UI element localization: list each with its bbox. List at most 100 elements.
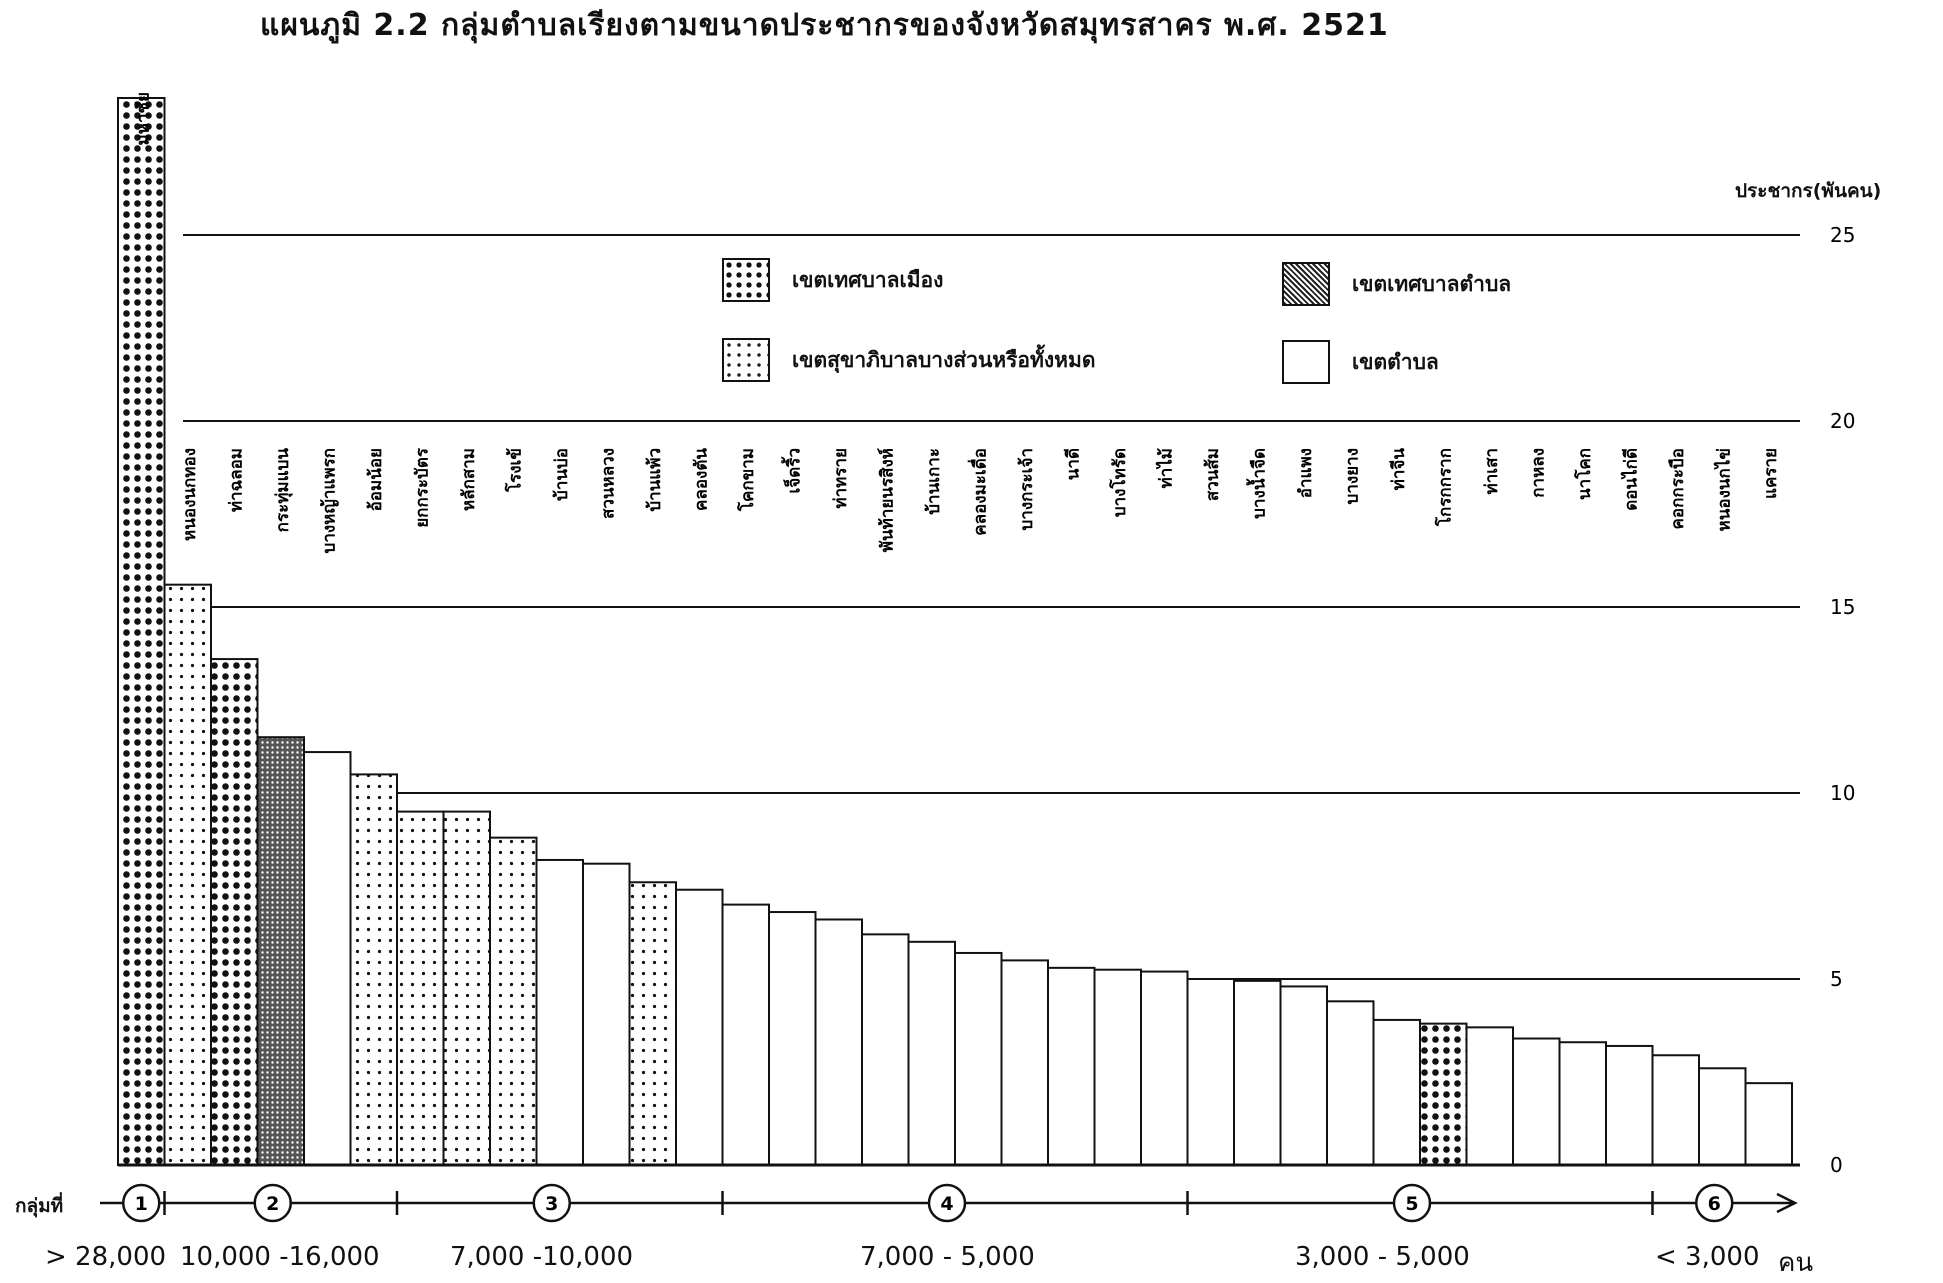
bar [628, 881, 677, 1167]
group-marker-number: 1 [135, 1193, 148, 1215]
legend-swatch-township [1282, 262, 1330, 306]
bar [1000, 959, 1049, 1167]
legend-label-township: เขตเทศบาลตำบล [1352, 271, 1512, 296]
group-marker-number: 4 [940, 1193, 953, 1215]
category-label: หนองนกไข่ [1713, 448, 1734, 531]
legend-swatch-sanitary [722, 338, 770, 382]
group-marker-number: 2 [266, 1193, 279, 1215]
category-label: นาโคก [1574, 448, 1595, 500]
category-label: บางกระเจ้า [1017, 448, 1037, 531]
group-marker-number: 6 [1708, 1193, 1721, 1215]
group-marker-number: 3 [545, 1193, 558, 1215]
category-label: บ้านบ่อ [552, 448, 572, 501]
category-label: บางหญ้าแพรก [319, 448, 339, 553]
bar [675, 888, 724, 1166]
bar [163, 583, 212, 1166]
category-label: ท่าไม้ [1155, 448, 1176, 489]
bar [1465, 1026, 1514, 1166]
group-range-3: 7,000 -10,000 [450, 1242, 634, 1272]
bar [1047, 966, 1096, 1167]
category-label: บางยาง [1342, 448, 1362, 504]
group-marker-circle [1695, 1183, 1734, 1223]
bar [1605, 1044, 1654, 1166]
legend-item-tambon: เขตตำบล [1282, 340, 1439, 384]
bar [396, 810, 445, 1166]
category-label: บ้านแพ้ว [645, 448, 665, 512]
bar [1140, 970, 1189, 1166]
y-tick-label: 15 [1830, 595, 1855, 619]
legend-item-township: เขตเทศบาลตำบล [1282, 262, 1511, 306]
bar [1419, 1022, 1468, 1167]
legend-label-sanitary: เขตสุขาภิบาลบางส่วนหรือทั้งหมด [792, 347, 1096, 372]
category-label: โกรกกราก [1434, 448, 1455, 527]
category-label: กาหลง [1528, 448, 1548, 498]
legend-label-city: เขตเทศบาลเมือง [792, 267, 944, 292]
category-label: คลองมะเดื่อ [967, 448, 990, 536]
category-label: บางโทรัด [1109, 448, 1130, 517]
bar [1372, 1018, 1421, 1166]
group-marker-circle [122, 1183, 161, 1223]
bar [1744, 1082, 1793, 1167]
group-axis-label: กลุ่มที่ [15, 1195, 64, 1217]
y-tick-label: 10 [1830, 781, 1855, 805]
y-tick-label: 0 [1830, 1153, 1843, 1177]
group-range-5: 3,000 - 5,000 [1295, 1242, 1470, 1272]
bar [814, 918, 863, 1166]
bar [768, 911, 817, 1166]
bar [954, 951, 1003, 1167]
category-label: สวนหลวง [598, 448, 618, 519]
legend-item-sanitary: เขตสุขาภิบาลบางส่วนหรือทั้งหมด [722, 338, 1095, 382]
category-label: พันท้ายนรสิงห์ [876, 448, 897, 552]
group-marker-circle [927, 1183, 967, 1223]
bar [256, 736, 305, 1166]
group-range-4: 7,000 - 5,000 [860, 1242, 1035, 1272]
category-label: หลักสาม [459, 448, 479, 511]
category-label: แคราย [1761, 448, 1781, 499]
category-label: อำแพง [1296, 448, 1316, 498]
bar [1326, 1000, 1375, 1166]
y-tick-label: 20 [1830, 409, 1855, 433]
bar [1233, 979, 1282, 1166]
bar [1558, 1041, 1607, 1166]
group-axis-arrowhead [1776, 1192, 1798, 1214]
bar [117, 97, 166, 1166]
bar [861, 933, 910, 1166]
category-label: ท่าเสา [1482, 448, 1502, 494]
y-tick-label: 25 [1830, 223, 1855, 247]
bar [1651, 1054, 1700, 1167]
category-label: ยกกระบัตร [412, 447, 432, 528]
category-label: บางน้ำจืด [1245, 448, 1269, 519]
bar [210, 658, 259, 1167]
legend-item-city: เขตเทศบาลเมือง [722, 258, 943, 302]
bar [442, 810, 491, 1166]
y-axis-label: ประชากร(พันคน) [1735, 180, 1882, 202]
category-label: ท่าทราย [831, 448, 851, 509]
category-label: สวนส้ม [1203, 448, 1223, 501]
category-label: หนองนกทอง [180, 448, 200, 541]
group-marker-circle [532, 1183, 571, 1223]
category-label: นาดี [1062, 448, 1083, 480]
bar [582, 862, 631, 1166]
y-tick-label: 5 [1830, 967, 1843, 991]
bar [907, 940, 956, 1166]
bar [1279, 985, 1328, 1166]
category-label: โคกขาม [737, 448, 758, 512]
legend-swatch-tambon [1282, 340, 1330, 384]
group-marker-number: 5 [1405, 1193, 1418, 1215]
bar [489, 836, 538, 1166]
category-label: ดอนไก่ดี [1620, 448, 1641, 511]
category-label: อ้อมน้อย [366, 448, 386, 511]
category-label: กระทุ่มแบน [273, 448, 293, 533]
category-label: คอกกระบือ [1667, 448, 1688, 529]
bar [1512, 1037, 1561, 1167]
legend-label-tambon: เขตตำบล [1352, 349, 1439, 374]
bar [1186, 978, 1235, 1166]
group-range-2: 10,000 -16,000 [180, 1242, 380, 1272]
group-range-1: > 28,000 [45, 1242, 167, 1272]
bar [303, 751, 352, 1167]
bar [1093, 968, 1142, 1167]
bar [349, 773, 398, 1167]
chart-title: แผนภูมิ 2.2 กลุ่มตำบลเรียงตามขนาดประชากร… [260, 8, 1389, 43]
group-range-6: < 3,000 [1655, 1242, 1760, 1272]
